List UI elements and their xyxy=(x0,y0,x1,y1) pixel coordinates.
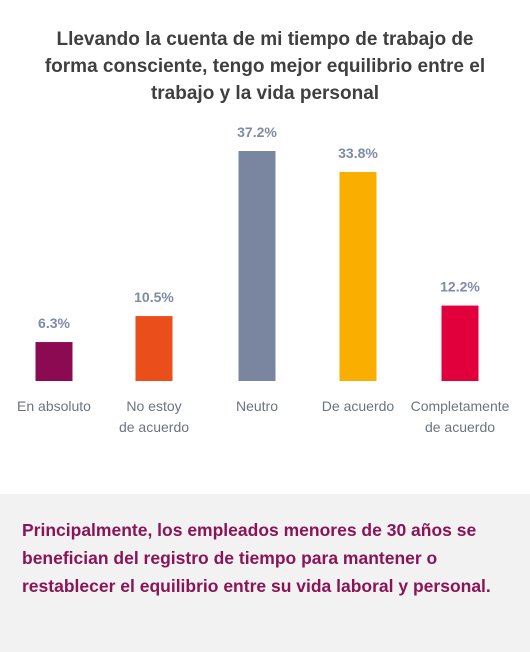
bar-1 xyxy=(35,342,73,381)
footer-note: Principalmente, los empleados menores de… xyxy=(0,494,530,652)
value-label-4: 33.8% xyxy=(338,145,378,161)
value-label-2: 10.5% xyxy=(134,289,174,305)
value-label-5: 12.2% xyxy=(440,279,480,295)
bar-3 xyxy=(238,151,276,381)
bar-5 xyxy=(441,305,479,381)
value-label-1: 6.3% xyxy=(38,315,70,331)
category-label-3: Neutro xyxy=(236,398,278,414)
bar-chart: 6.3% En absoluto 10.5% No estoy de acuerdo 37… xyxy=(17,124,510,435)
bar-4 xyxy=(339,172,377,381)
footer-text: Principalmente, los empleados menores de… xyxy=(22,520,491,596)
category-label-2: No estoy de acuerdo xyxy=(119,398,189,435)
category-label-5: Completamente de acuerdo xyxy=(411,398,510,435)
category-label-1: En absoluto xyxy=(17,398,91,414)
chart-panel: Llevando la cuenta de mi tiempo de traba… xyxy=(17,29,510,435)
category-label-4: De acuerdo xyxy=(322,398,395,414)
value-label-3: 37.2% xyxy=(237,124,277,140)
bar-2 xyxy=(135,316,173,381)
chart-title: Llevando la cuenta de mi tiempo de traba… xyxy=(44,29,486,104)
